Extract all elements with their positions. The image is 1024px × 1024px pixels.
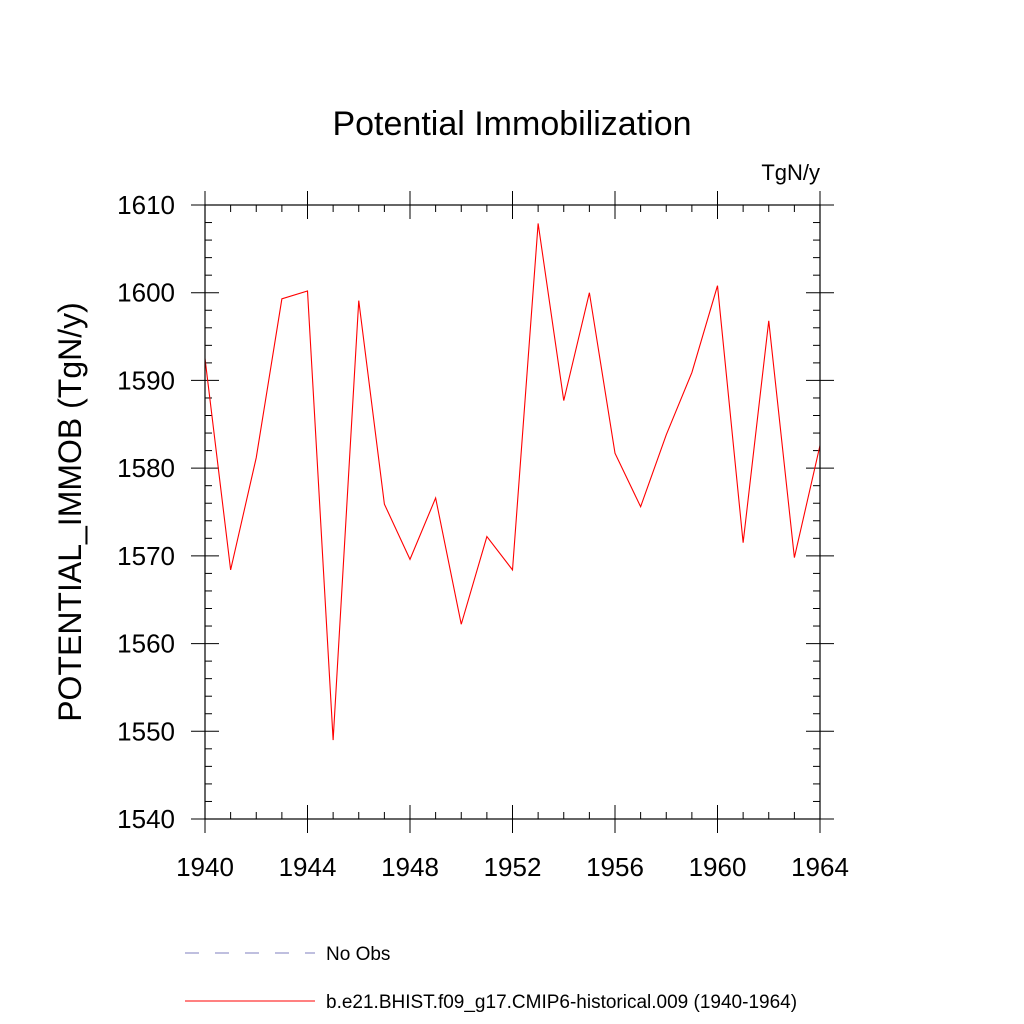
series-line (204, 223, 821, 741)
y-tick-label: 1570 (117, 541, 175, 571)
y-tick-label: 1560 (117, 629, 175, 659)
y-axis-label: POTENTIAL_IMMOB (TgN/y) (52, 302, 88, 722)
x-tick-label: 1952 (484, 852, 542, 882)
x-tick-label: 1956 (586, 852, 644, 882)
plot-series (204, 223, 821, 741)
plot-frame (204, 204, 821, 820)
x-tick-label: 1960 (689, 852, 747, 882)
x-tick-label: 1964 (791, 852, 849, 882)
tick-labels: 1940 1944 1948 1952 1956 1960 1964 1540 1550 1560… (117, 190, 849, 882)
legend-label: No Obs (326, 944, 390, 965)
x-tick-label: 1940 (176, 852, 234, 882)
chart-title: Potential Immobilization (332, 105, 691, 143)
legend-label: b.e21.BHIST.f09_g17.CMIP6-historical.009… (326, 992, 797, 1013)
y-tick-label: 1580 (117, 453, 175, 483)
axis-ticks (191, 191, 834, 833)
x-tick-label: 1944 (279, 852, 337, 882)
y-tick-label: 1600 (117, 278, 175, 308)
y-tick-label: 1610 (117, 190, 175, 220)
y-tick-label: 1540 (117, 804, 175, 834)
y-tick-label: 1550 (117, 716, 175, 746)
x-tick-label: 1948 (381, 852, 439, 882)
y-tick-label: 1590 (117, 365, 175, 395)
units-label: TgN/y (761, 160, 820, 185)
legend: No Obs b.e21.BHIST.f09_g17.CMIP6-historic… (185, 944, 797, 1013)
